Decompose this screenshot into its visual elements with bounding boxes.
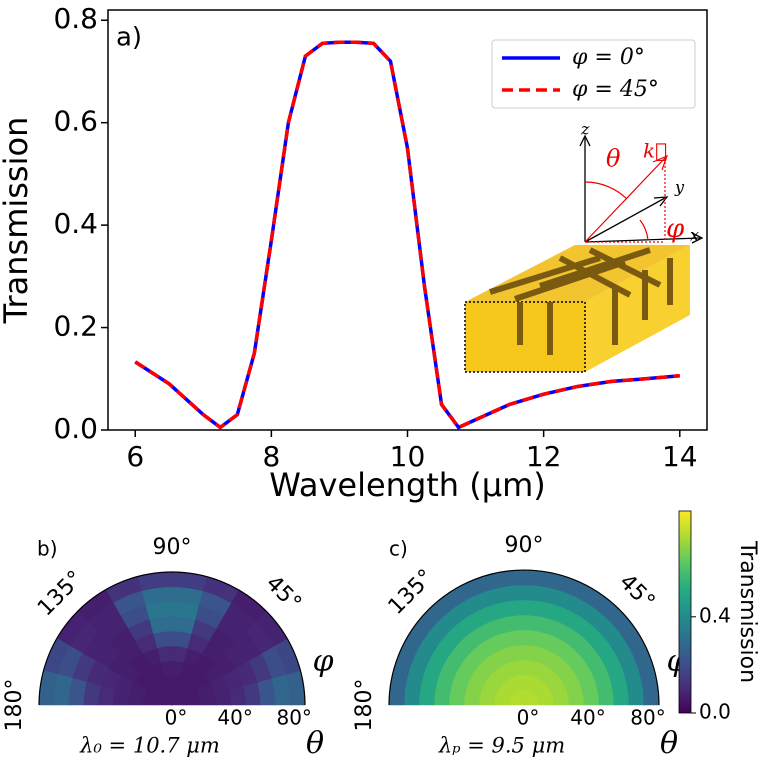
angle-axis-label: φ bbox=[312, 644, 333, 679]
y-tick-label: 0.6 bbox=[53, 105, 98, 138]
radius-axis-label: θ bbox=[306, 726, 324, 761]
inset-label: z bbox=[580, 120, 590, 139]
x-tick-label: 8 bbox=[262, 440, 280, 473]
y-tick-label: 0.4 bbox=[53, 207, 98, 240]
angle-tick-label: 180° bbox=[352, 679, 377, 732]
x-axis-label: Wavelength (μm) bbox=[269, 466, 546, 504]
colorbar-tick-label: 0.4 bbox=[699, 603, 731, 627]
inset-k-vector bbox=[584, 154, 669, 243]
heat-cell bbox=[523, 614, 548, 633]
colorbar-label: Transmission bbox=[735, 540, 760, 683]
colorbar bbox=[678, 510, 692, 714]
legend-label: φ = 45° bbox=[572, 77, 659, 102]
inset-label: φ bbox=[666, 214, 685, 244]
heat-cell bbox=[500, 614, 525, 633]
x-tick-label: 6 bbox=[126, 440, 144, 473]
heat-cell bbox=[448, 685, 467, 706]
heat-cell bbox=[596, 681, 615, 706]
colorbar-tick-label: 0.0 bbox=[699, 700, 731, 724]
angle-tick-label: 45° bbox=[614, 570, 659, 615]
panel-label: a) bbox=[116, 23, 142, 53]
x-tick-label: 14 bbox=[662, 440, 698, 473]
heat-cell bbox=[83, 681, 101, 706]
heat-cell bbox=[523, 629, 544, 648]
radius-axis-label: θ bbox=[660, 726, 678, 761]
polar-outline bbox=[38, 571, 306, 706]
heat-cell bbox=[433, 681, 452, 706]
y-tick-label: 0.2 bbox=[53, 310, 98, 343]
heat-cell bbox=[97, 685, 116, 706]
inset-structure: z θ k⃗ y x φ bbox=[464, 120, 704, 373]
radius-tick-label: 80° bbox=[276, 706, 311, 730]
heat-cell bbox=[171, 616, 196, 634]
inset-axes bbox=[579, 134, 704, 244]
structure-grooves bbox=[489, 247, 673, 355]
structure-side bbox=[585, 245, 690, 372]
heat-cell bbox=[171, 630, 192, 649]
panel-label: c) bbox=[389, 537, 408, 561]
inset-label: x bbox=[690, 226, 699, 245]
y-tick-label: 0.0 bbox=[53, 412, 98, 445]
angle-tick-label: 90° bbox=[153, 535, 192, 560]
angle-tick-label: 180° bbox=[2, 679, 27, 732]
radius-tick-label: 0° bbox=[165, 706, 188, 730]
heat-cell bbox=[148, 616, 173, 634]
polar-cells bbox=[38, 571, 306, 706]
caption: λₚ = 9.5 μm bbox=[438, 734, 565, 758]
inset-label: k⃗ bbox=[643, 139, 667, 163]
polar-cells bbox=[388, 569, 660, 706]
legend-label: φ = 0° bbox=[572, 45, 645, 70]
caption: λ₀ = 10.7 μm bbox=[79, 734, 220, 758]
radius-tick-label: 0° bbox=[517, 706, 540, 730]
x-tick-label: 10 bbox=[390, 440, 426, 473]
radius-tick-label: 80° bbox=[630, 706, 665, 730]
y-tick-label: 0.8 bbox=[53, 2, 98, 35]
angle-tick-label: 45° bbox=[261, 571, 306, 616]
inset-label: y bbox=[674, 178, 685, 197]
panel-label: b) bbox=[37, 537, 58, 561]
radius-tick-label: 40° bbox=[217, 706, 252, 730]
radius-tick-label: 40° bbox=[570, 706, 605, 730]
angle-tick-label: 90° bbox=[505, 533, 544, 558]
x-tick-label: 12 bbox=[526, 440, 562, 473]
structure-front bbox=[464, 301, 586, 373]
polar-outline bbox=[388, 569, 660, 706]
inset-label: θ bbox=[606, 145, 621, 173]
series-line bbox=[134, 40, 680, 430]
y-axis-label: Transmission bbox=[0, 117, 35, 325]
heat-cell bbox=[243, 681, 261, 706]
